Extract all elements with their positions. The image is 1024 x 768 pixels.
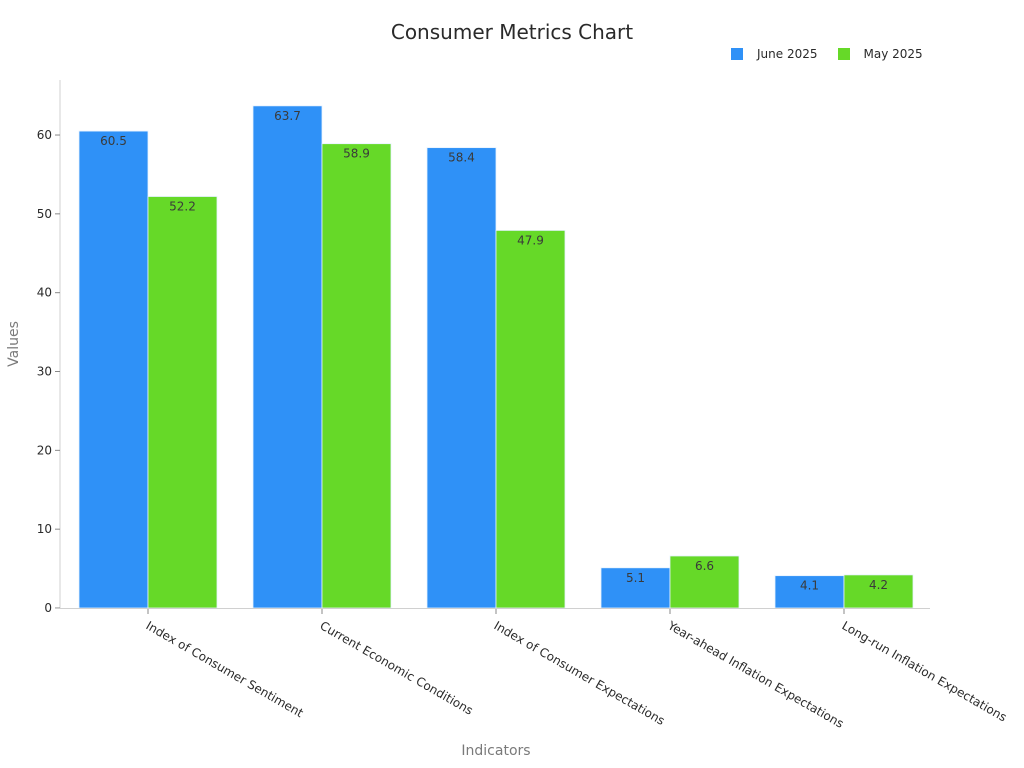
legend-item-june[interactable]: June 2025 bbox=[731, 47, 818, 61]
bar-june[interactable] bbox=[774, 575, 845, 609]
chart-title: Consumer Metrics Chart bbox=[390, 20, 634, 44]
bar-may[interactable] bbox=[669, 555, 740, 609]
bar-value-label: 4.1 bbox=[800, 579, 819, 593]
y-axis-title: Values bbox=[6, 321, 22, 367]
bar-value-label: 60.5 bbox=[100, 134, 127, 148]
y-tick-label: 10 bbox=[37, 522, 52, 536]
bar-value-label: 52.2 bbox=[169, 200, 196, 214]
legend-label-may: May 2025 bbox=[863, 47, 923, 61]
y-tick-label: 60 bbox=[37, 128, 52, 142]
x-tick-label: Index of Consumer Sentiment bbox=[144, 618, 307, 720]
bar-value-label: 5.1 bbox=[626, 571, 645, 585]
bar-june[interactable] bbox=[78, 130, 149, 609]
x-tick-label: Current Economic Conditions bbox=[318, 618, 476, 717]
bar-value-label: 47.9 bbox=[517, 233, 544, 247]
bar-june[interactable] bbox=[252, 105, 323, 609]
y-tick-label: 20 bbox=[37, 443, 52, 457]
bar-value-label: 4.2 bbox=[869, 578, 888, 592]
bar-may[interactable] bbox=[321, 143, 392, 609]
x-tick-label: Year-ahead Inflation Expectations bbox=[665, 618, 847, 731]
y-tick-label: 0 bbox=[44, 601, 52, 615]
legend-swatch-may bbox=[837, 48, 850, 60]
legend-label-june: June 2025 bbox=[757, 47, 818, 61]
bar-june[interactable] bbox=[600, 567, 671, 609]
bar-may[interactable] bbox=[495, 230, 566, 609]
legend-item-may[interactable]: May 2025 bbox=[837, 47, 923, 61]
bar-value-label: 6.6 bbox=[695, 559, 714, 573]
legend-swatch-june bbox=[731, 48, 743, 60]
y-tick-label: 30 bbox=[37, 365, 52, 379]
bar-value-label: 58.9 bbox=[343, 147, 370, 161]
legend: June 2025 May 2025 bbox=[731, 47, 943, 61]
bar-value-label: 58.4 bbox=[448, 151, 475, 165]
x-tick-label: Long-run Inflation Expectations bbox=[840, 618, 1010, 724]
x-axis-title: Indicators bbox=[461, 743, 530, 759]
bar-june[interactable] bbox=[426, 147, 497, 609]
bar-may[interactable] bbox=[147, 196, 218, 609]
y-tick-label: 40 bbox=[37, 286, 52, 300]
x-tick-label: Index of Consumer Expectations bbox=[492, 618, 668, 728]
y-tick-label: 50 bbox=[37, 207, 52, 221]
bar-value-label: 63.7 bbox=[274, 109, 301, 123]
